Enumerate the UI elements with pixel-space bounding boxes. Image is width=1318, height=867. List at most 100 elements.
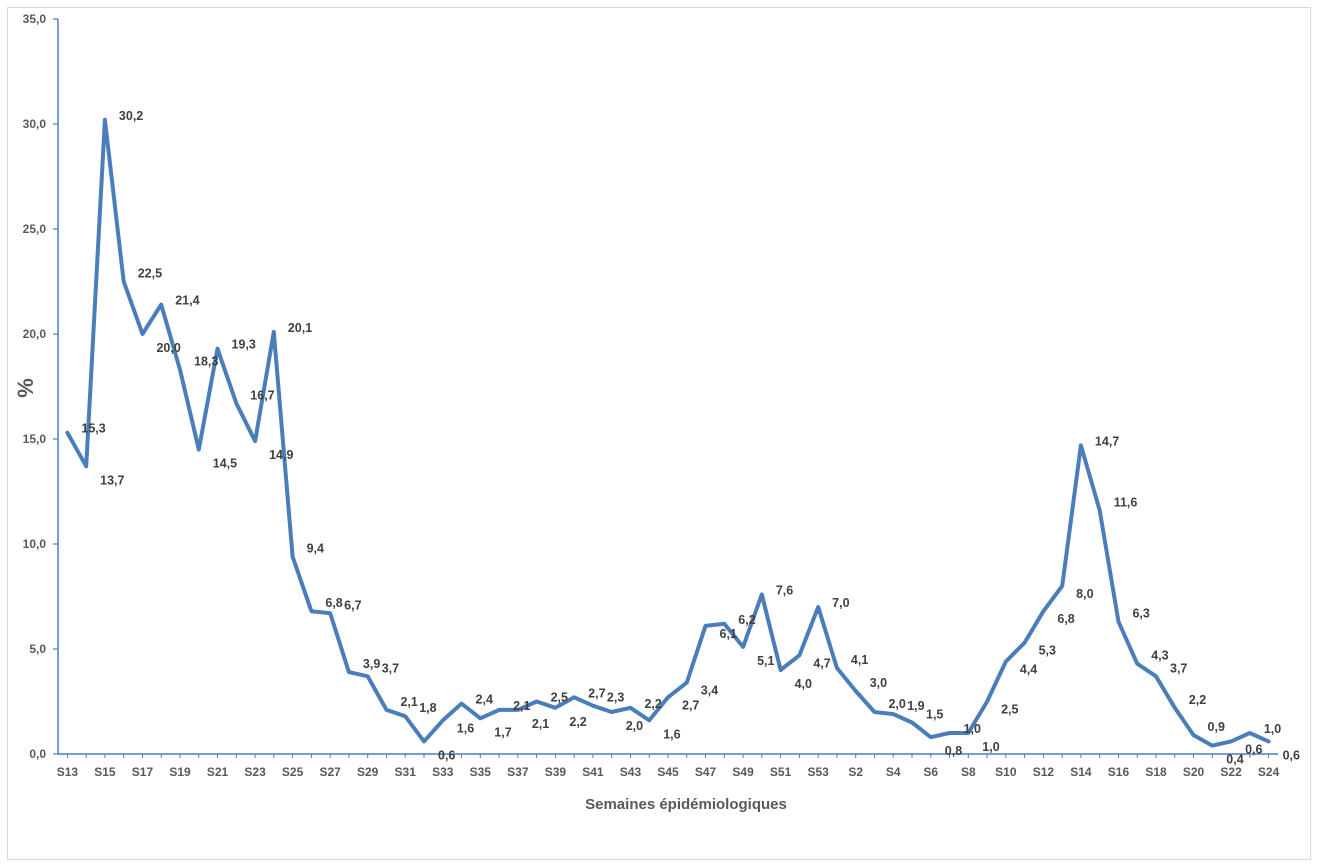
data-label: 2,0 (626, 719, 643, 733)
data-label: 6,2 (738, 613, 755, 627)
chart-frame (7, 7, 1311, 860)
data-label: 0,4 (1226, 753, 1243, 767)
data-label: 30,2 (119, 109, 143, 123)
data-label: 3,7 (1170, 661, 1187, 675)
data-label: 20,0 (156, 341, 180, 355)
data-label: 2,5 (551, 691, 568, 705)
data-label: 1,5 (926, 708, 943, 722)
data-label: 6,1 (720, 627, 737, 641)
x-tick-label: S16 (1108, 765, 1130, 779)
x-tick-label: S8 (961, 765, 976, 779)
data-label: 3,4 (701, 684, 718, 698)
data-label: 4,7 (813, 656, 830, 670)
data-label: 0,6 (1245, 742, 1262, 756)
y-tick-label: 20,0 (23, 327, 47, 341)
data-label: 22,5 (138, 267, 162, 281)
x-tick-label: S13 (57, 765, 79, 779)
data-label: 2,7 (588, 686, 605, 700)
x-tick-label: S31 (395, 765, 417, 779)
data-label: 7,0 (832, 596, 849, 610)
data-label: 1,6 (663, 727, 680, 741)
data-label: 21,4 (175, 294, 199, 308)
data-label: 0,6 (1283, 748, 1300, 762)
x-tick-label: S6 (923, 765, 938, 779)
data-label: 18,3 (194, 355, 218, 369)
x-tick-label: S12 (1033, 765, 1055, 779)
data-label: 6,7 (344, 598, 361, 612)
x-tick-label: S35 (470, 765, 492, 779)
x-tick-label: S14 (1070, 765, 1092, 779)
x-tick-label: S45 (657, 765, 679, 779)
y-axis: 0,0 5,0 10,0 15,0 20,0 25,0 30,0 35,0 (23, 12, 59, 761)
data-label: 2,2 (644, 697, 661, 711)
data-label: 6,8 (1057, 612, 1074, 626)
data-label: 1,0 (1264, 722, 1281, 736)
data-label: 2,0 (888, 697, 905, 711)
x-tick-label: S23 (244, 765, 266, 779)
x-tick-label: S43 (620, 765, 642, 779)
data-label: 3,7 (382, 661, 399, 675)
x-tick-label: S39 (545, 765, 567, 779)
data-label: 1,8 (419, 701, 436, 715)
data-label: 1,0 (964, 722, 981, 736)
data-label: 14,7 (1095, 434, 1119, 448)
x-tick-label: S49 (732, 765, 754, 779)
x-axis: S13 S15 S17 S19 S21 S23 S25 S27 S29 S31 S33 S35 S37 S… (57, 753, 1280, 779)
y-tick-label: 35,0 (23, 12, 47, 26)
data-label: 2,1 (513, 699, 530, 713)
x-tick-label: S21 (207, 765, 229, 779)
x-tick-label: S41 (582, 765, 604, 779)
x-tick-label: S10 (995, 765, 1017, 779)
x-axis-title: Semaines épidémiologiques (585, 796, 787, 813)
data-label: 16,7 (250, 388, 274, 402)
data-label: 15,3 (81, 422, 105, 436)
data-label: 13,7 (100, 473, 124, 487)
data-label: 2,1 (532, 717, 549, 731)
x-tick-label: S22 (1220, 765, 1242, 779)
data-label: 2,3 (607, 691, 624, 705)
data-label: 20,1 (288, 321, 312, 335)
data-label: 3,9 (363, 657, 380, 671)
x-tick-label: S20 (1183, 765, 1205, 779)
data-label: 0,6 (438, 748, 455, 762)
data-label: 14,9 (269, 448, 293, 462)
x-tick-label: S4 (886, 765, 901, 779)
data-label: 1,6 (457, 721, 474, 735)
x-tick-label: S27 (319, 765, 341, 779)
series-layer (65, 117, 1271, 748)
x-tick-label: S24 (1258, 765, 1280, 779)
x-tick-label: S37 (507, 765, 529, 779)
x-tick-label: S47 (695, 765, 717, 779)
y-axis-title: % (13, 378, 38, 398)
x-tick-label: S29 (357, 765, 379, 779)
data-label: 1,7 (494, 725, 511, 739)
data-label: 19,3 (232, 338, 256, 352)
x-tick-label: S25 (282, 765, 304, 779)
data-label: 2,2 (569, 715, 586, 729)
data-label: 4,0 (795, 677, 812, 691)
x-tick-label: S17 (132, 765, 154, 779)
x-tick-label: S15 (94, 765, 116, 779)
data-label: 2,2 (1189, 693, 1206, 707)
data-label: 6,3 (1132, 607, 1149, 621)
y-tick-label: 25,0 (23, 222, 47, 236)
data-label: 2,5 (1001, 703, 1018, 717)
y-tick-label: 15,0 (23, 432, 47, 446)
data-label: 9,4 (307, 542, 324, 556)
data-label: 3,0 (870, 676, 887, 690)
data-labels: 15,3 13,7 30,2 22,5 20,0 21,4 18,3 14,5 19,3 16,7… (81, 109, 1300, 767)
x-tick-label: S18 (1145, 765, 1167, 779)
x-tick-label: S2 (848, 765, 863, 779)
y-tick-label: 10,0 (23, 537, 47, 551)
data-label: 5,3 (1039, 644, 1056, 658)
y-tick-label: 30,0 (23, 117, 47, 131)
x-tick-label: S33 (432, 765, 454, 779)
data-label: 4,4 (1020, 663, 1037, 677)
data-label: 0,9 (1208, 720, 1225, 734)
data-label: 1,9 (907, 699, 924, 713)
series-line (65, 117, 1271, 748)
data-label: 6,8 (325, 596, 342, 610)
data-label: 4,1 (851, 653, 868, 667)
data-label: 14,5 (213, 457, 237, 471)
